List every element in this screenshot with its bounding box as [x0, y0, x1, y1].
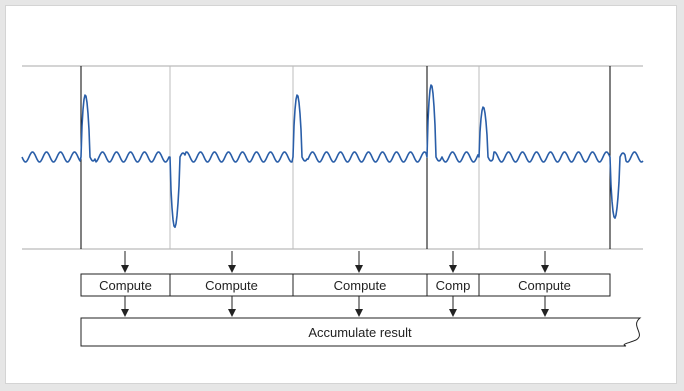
- compute-label: Compute: [334, 278, 387, 293]
- compute-label: Compute: [518, 278, 571, 293]
- accumulate-label: Accumulate result: [308, 325, 412, 340]
- compute-block: Compute: [292, 273, 428, 297]
- compute-block: Comp: [426, 273, 480, 297]
- compute-block: Compute: [478, 273, 611, 297]
- compute-label: Compute: [99, 278, 152, 293]
- compute-block: Compute: [169, 273, 294, 297]
- signal-waveform: [21, 84, 644, 229]
- accumulate-block: Accumulate result: [80, 317, 642, 347]
- compute-label: Compute: [205, 278, 258, 293]
- compute-block: Compute: [80, 273, 171, 297]
- compute-label: Comp: [436, 278, 471, 293]
